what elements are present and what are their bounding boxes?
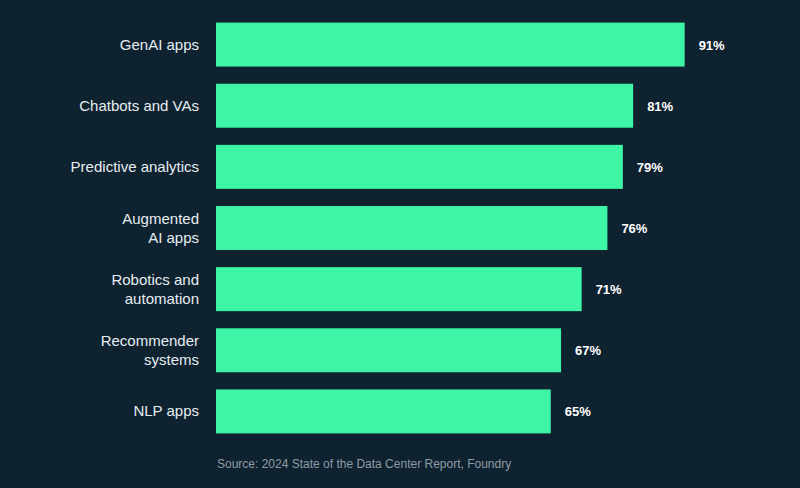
data-label: 91% <box>699 38 725 53</box>
category-label: NLP apps <box>133 402 199 419</box>
bar <box>216 389 551 433</box>
data-label: 67% <box>575 343 601 358</box>
bars <box>216 23 685 434</box>
category-label: Robotics andautomation <box>111 271 199 307</box>
bar <box>216 267 582 311</box>
bar <box>216 206 607 250</box>
data-label: 79% <box>637 160 663 175</box>
data-label: 81% <box>647 99 673 114</box>
source-note: Source: 2024 State of the Data Center Re… <box>217 457 511 471</box>
category-label: Chatbots and VAs <box>79 97 199 114</box>
bar <box>216 23 685 67</box>
bar <box>216 84 633 128</box>
chart: 91% GenAI apps 81% Chatbots and VAs 79% Predi… <box>0 0 800 488</box>
category-label: AugmentedAI apps <box>122 210 199 246</box>
data-label: 71% <box>596 282 622 297</box>
data-label: 76% <box>621 221 647 236</box>
labels: 91% GenAI apps 81% Chatbots and VAs 79% Predi… <box>71 36 726 420</box>
data-label: 65% <box>565 404 591 419</box>
category-label: GenAI apps <box>120 36 199 53</box>
background <box>0 0 800 488</box>
bar <box>216 328 561 372</box>
bar <box>216 145 623 189</box>
category-label: Recommendersystems <box>101 332 199 368</box>
category-label: Predictive analytics <box>71 158 199 175</box>
